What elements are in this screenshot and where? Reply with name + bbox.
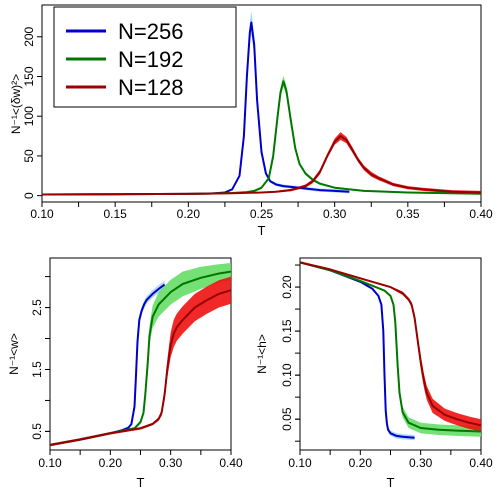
y-tick-label: 1.5 [30,361,44,378]
y-tick-label: 50 [22,149,36,163]
x-tick-label: 0.35 [396,207,420,221]
top-chart-panel: 0.10 0.15 0.20 0.25 0.30 0.35 0.40 T 0 50 100 150 20… [9,4,493,238]
x-tick-label: 0.10 [30,207,54,221]
y-axis-label: N⁻¹<(δw)²> [9,74,23,134]
y-axis-label: N⁻¹<w> [7,333,21,375]
series-line-N128 [299,261,482,427]
series-band-N128 [50,276,231,447]
x-tick-label: 0.10 [38,456,62,470]
y-tick-label: 0.15 [280,319,294,343]
series-line-N128 [41,135,482,196]
x-tick-label: 0.25 [250,207,274,221]
x-tick-label: 0.30 [323,207,347,221]
bottom-left-chart-panel: 0.10 0.20 0.30 0.40 T 0.5 1.5 2.5 N⁻¹<w> [7,257,243,490]
y-tick-label: 0.5 [30,423,44,440]
x-axis-label: T [137,475,145,490]
x-tick-label: 0.20 [349,456,373,470]
series-band-N192 [50,263,231,447]
x-tick-label: 0.20 [177,207,201,221]
x-tick-label: 0.10 [288,456,312,470]
legend-label-N256: N=256 [118,19,183,44]
bottom-right-chart-panel: 0.10 0.20 0.30 0.40 T 0.05 0.10 0.15 0.20 N⁻¹<h> [255,257,493,490]
y-tick-label: 0.10 [280,363,294,387]
x-tick-label: 0.20 [99,456,123,470]
y-tick-label: 2.5 [30,299,44,316]
legend-label-N192: N=192 [118,47,183,72]
y-tick-label: 0 [22,192,36,199]
legend-label-N128: N=128 [118,75,183,100]
x-tick-label: 0.40 [219,456,243,470]
y-tick-label: 150 [22,66,36,86]
y-tick-label: 100 [22,106,36,126]
series-line-N128 [49,289,232,446]
y-axis-label: N⁻¹<h> [255,334,269,374]
x-tick-label: 0.30 [159,456,183,470]
series-line-N192 [299,261,482,433]
y-tick-label: 0.05 [280,407,294,431]
legend-box [53,6,237,108]
y-tick-label: 0.20 [280,275,294,299]
x-axis-label: T [387,475,395,490]
x-tick-label: 0.15 [103,207,127,221]
x-axis-label: T [258,223,266,238]
x-tick-label: 0.40 [469,456,493,470]
series-line-N256 [299,261,415,439]
x-tick-label: 0.40 [469,207,493,221]
x-tick-label: 0.30 [409,456,433,470]
y-tick-label: 200 [22,26,36,46]
